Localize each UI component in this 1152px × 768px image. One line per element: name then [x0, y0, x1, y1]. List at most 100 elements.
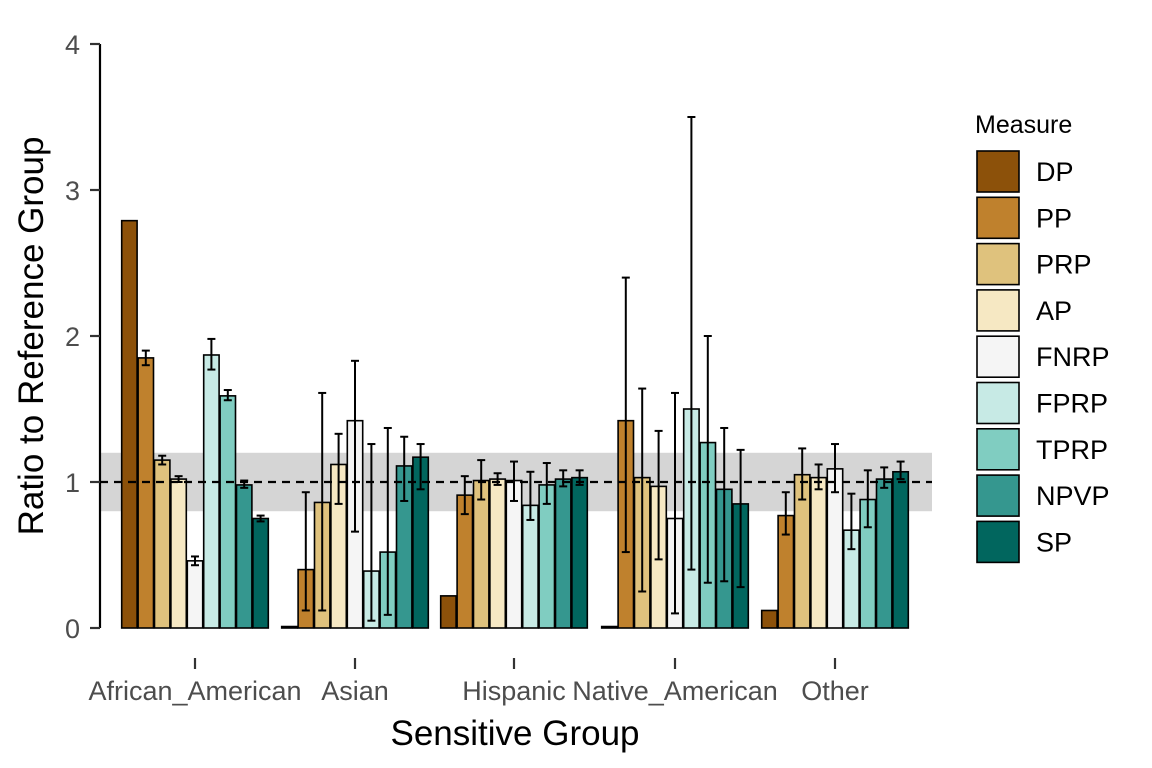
legend-item-fprp: FPRP: [976, 381, 1108, 425]
bar: [760, 609, 778, 629]
y-tick-label: 0: [65, 614, 80, 644]
legend-swatch: [976, 335, 1020, 379]
x-tick-label: Asian: [321, 676, 389, 706]
bar: [892, 470, 910, 629]
error-bar: [831, 443, 839, 494]
x-tick-label: Native_American: [572, 676, 778, 706]
bar: [472, 479, 490, 629]
legend-label: PRP: [1036, 250, 1092, 280]
legend-label: PP: [1036, 203, 1072, 233]
error-bar: [256, 514, 265, 523]
error-bar: [863, 469, 872, 529]
error-bar: [141, 349, 150, 367]
bar: [538, 484, 556, 629]
legend-swatch: [976, 289, 1020, 332]
error-bar: [638, 387, 647, 593]
error-bar: [847, 492, 856, 551]
error-bar: [687, 116, 696, 571]
legend-title: Measure: [975, 111, 1072, 139]
bar: [489, 478, 507, 629]
error-bar: [301, 491, 310, 612]
error-bar: [621, 276, 630, 554]
legend-swatch: [976, 474, 1020, 517]
plot-area: [100, 116, 932, 629]
error-bar: [207, 337, 216, 371]
series-dp: [120, 219, 778, 629]
x-axis: African_American Asian Hispanic Native_Amer…: [88, 658, 869, 706]
legend: Measure DP PP PRP AP FNRP FPRP TPRP NPVP SP: [975, 111, 1110, 564]
legend-label: DP: [1036, 157, 1074, 187]
bar: [875, 478, 893, 629]
error-bar: [880, 466, 889, 489]
error-bar: [416, 443, 425, 491]
bar: [810, 476, 828, 629]
error-bar: [400, 435, 409, 502]
error-bar: [526, 470, 535, 521]
bar: [170, 478, 188, 629]
error-bar: [158, 454, 167, 466]
bar: [600, 625, 618, 629]
series-npvp: [235, 426, 893, 629]
legend-item-prp: PRP: [976, 242, 1092, 286]
bar: [571, 476, 589, 629]
legend-label: FNRP: [1036, 342, 1110, 372]
error-bar: [559, 469, 568, 488]
legend-item-pp: PP: [976, 196, 1072, 240]
legend-item-dp: DP: [976, 150, 1074, 193]
error-bar: [896, 460, 905, 481]
bar: [505, 479, 523, 629]
legend-swatch: [976, 381, 1020, 425]
legend-label: FPRP: [1036, 389, 1108, 419]
error-bar: [736, 448, 745, 589]
y-axis: 0 1 2 3 4: [65, 30, 102, 644]
y-tick-label: 3: [65, 176, 80, 206]
legend-label: AP: [1036, 296, 1072, 326]
series-tprp: [219, 335, 877, 629]
bar: [137, 357, 155, 629]
legend-item-ap: AP: [976, 289, 1072, 332]
series-sp: [252, 443, 910, 629]
series-prp: [153, 387, 811, 629]
error-bar: [367, 443, 376, 622]
bar: [219, 395, 237, 629]
bar: [439, 595, 457, 629]
error-bar: [781, 491, 790, 536]
legend-label: TPRP: [1036, 435, 1108, 465]
error-bar: [383, 426, 392, 616]
x-tick-label: Hispanic: [462, 676, 566, 706]
bar: [521, 504, 539, 629]
series-ap: [170, 429, 828, 629]
legend-swatch: [976, 520, 1020, 564]
y-axis-title: Ratio to Reference Group: [12, 137, 51, 536]
legend-swatch: [976, 196, 1020, 240]
error-bar: [191, 555, 199, 567]
y-tick-label: 1: [65, 468, 80, 498]
series-fprp: [202, 116, 860, 629]
bar: [235, 484, 253, 629]
error-bar: [720, 426, 729, 583]
y-tick-label: 2: [65, 322, 80, 352]
legend-swatch: [976, 242, 1020, 286]
series-fnrp: [186, 359, 844, 629]
error-bar: [703, 335, 712, 584]
error-bar: [223, 389, 232, 402]
error-bar: [542, 462, 551, 505]
legend-swatch: [976, 150, 1020, 193]
legend-item-npvp: NPVP: [976, 474, 1110, 517]
error-bar: [654, 429, 663, 561]
bar: [252, 517, 270, 629]
legend-swatch: [976, 427, 1020, 471]
legend-item-tprp: TPRP: [976, 427, 1108, 471]
legend-label: SP: [1036, 527, 1072, 557]
x-axis-title: Sensitive Group: [390, 714, 639, 753]
error-bar: [334, 432, 343, 505]
error-bar: [351, 359, 359, 533]
series-pp: [137, 276, 795, 629]
legend-item-sp: SP: [976, 520, 1072, 564]
y-tick-label: 4: [65, 30, 80, 60]
error-bar: [798, 447, 807, 501]
error-bar: [477, 459, 486, 501]
bar: [280, 625, 298, 629]
bar: [186, 560, 204, 629]
